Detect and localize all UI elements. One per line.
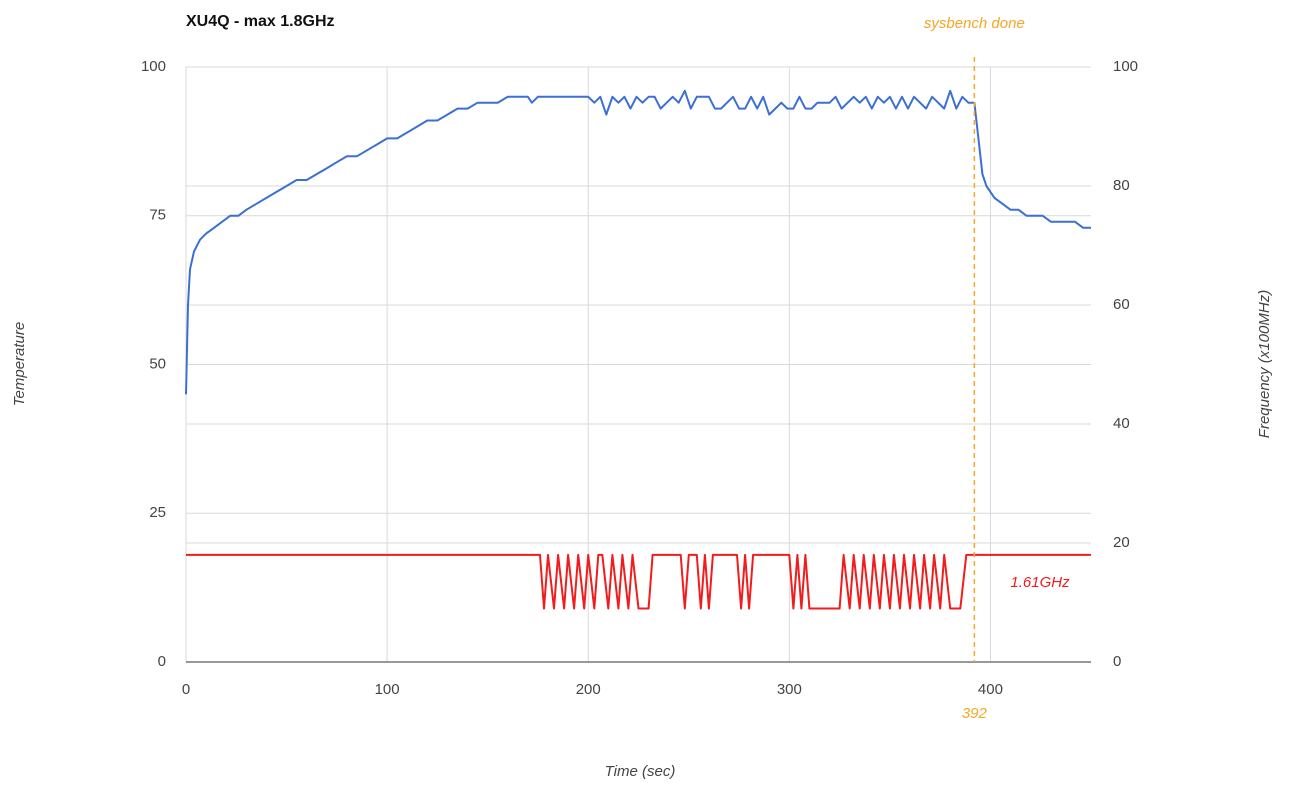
y2-tick-label: 0 [1113, 653, 1121, 670]
y2-tick-label: 60 [1113, 296, 1130, 313]
y2-tick-label: 20 [1113, 534, 1130, 551]
y-tick-label: 100 [141, 58, 166, 75]
y-tick-label: 0 [158, 653, 166, 670]
y2-tick-label: 100 [1113, 58, 1138, 75]
annotation-text: 1.61GHz [1010, 574, 1070, 591]
chart-title: XU4Q - max 1.8GHz [186, 13, 335, 30]
y-axis-title: Temperature [11, 322, 28, 407]
annotation-text: sysbench done [924, 15, 1025, 32]
x-tick-label: 0 [182, 681, 190, 698]
x-tick-label: 100 [375, 681, 400, 698]
x-tick-label: 200 [576, 681, 601, 698]
annotation-x-label: 392 [962, 705, 988, 722]
y-tick-label: 75 [149, 207, 166, 224]
x-tick-label: 300 [777, 681, 802, 698]
y-tick-label: 25 [149, 504, 166, 521]
x-axis-title: Time (sec) [605, 763, 676, 780]
y2-tick-label: 40 [1113, 415, 1130, 432]
x-tick-label: 400 [978, 681, 1003, 698]
y-tick-label: 50 [149, 355, 166, 372]
y2-tick-label: 80 [1113, 177, 1130, 194]
series-line [186, 553, 1091, 610]
series-line [185, 89, 1091, 395]
y2-axis-title: Frequency (x100MHz) [1256, 290, 1273, 438]
